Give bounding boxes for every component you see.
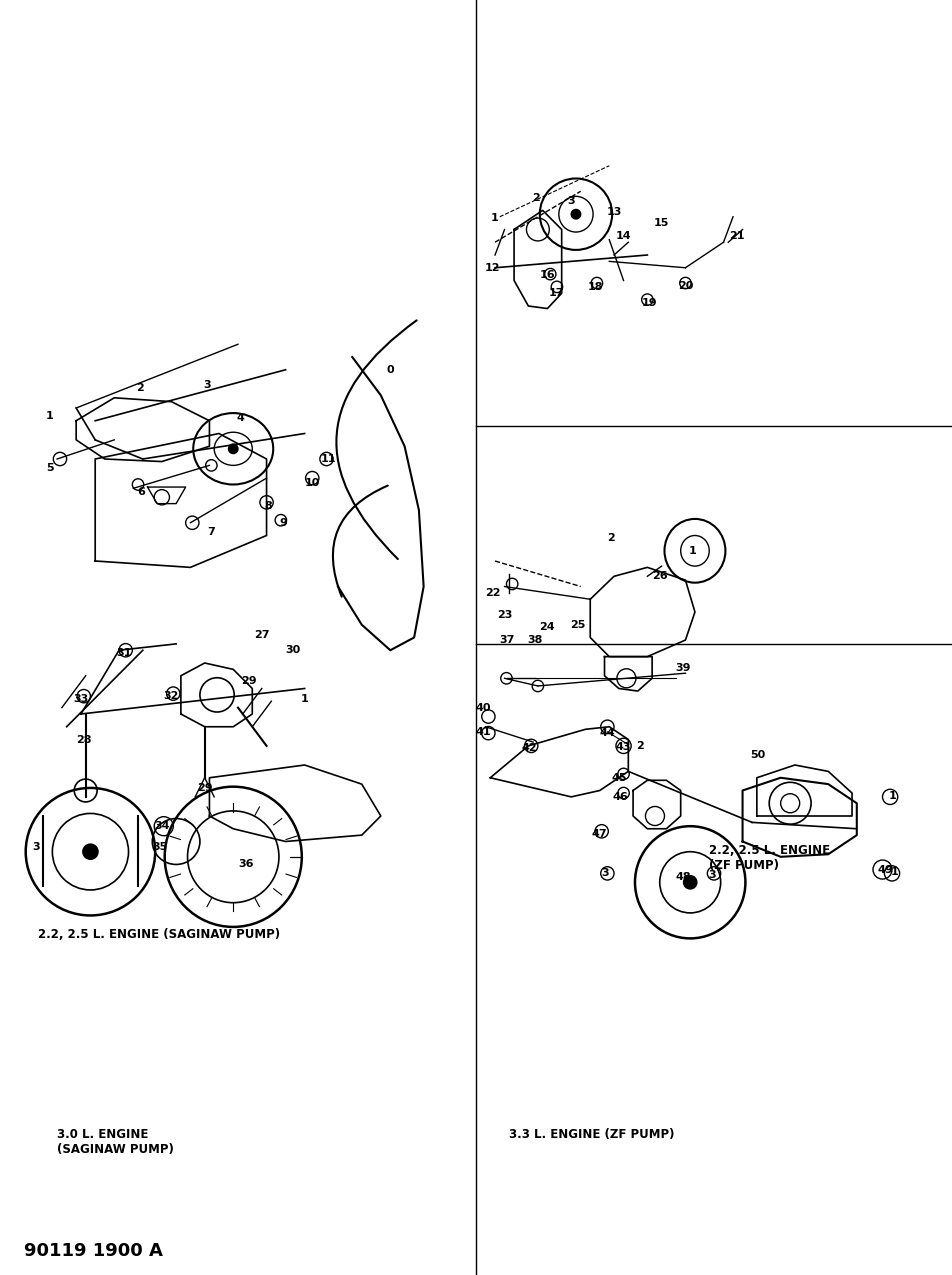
Text: 16: 16 bbox=[540, 270, 555, 280]
Text: 22: 22 bbox=[486, 588, 501, 598]
Text: 32: 32 bbox=[164, 691, 179, 701]
Text: 28: 28 bbox=[76, 734, 91, 745]
Text: 43: 43 bbox=[616, 742, 631, 752]
Text: 33: 33 bbox=[73, 694, 89, 704]
Circle shape bbox=[228, 444, 238, 454]
Text: 20: 20 bbox=[678, 280, 693, 291]
Circle shape bbox=[684, 876, 697, 889]
Text: 5: 5 bbox=[46, 463, 53, 473]
Text: 13: 13 bbox=[606, 207, 622, 217]
Text: 31: 31 bbox=[116, 648, 131, 658]
Text: 23: 23 bbox=[497, 609, 512, 620]
Text: 1: 1 bbox=[491, 213, 499, 223]
Text: 9: 9 bbox=[280, 518, 288, 528]
Text: 8: 8 bbox=[265, 501, 272, 511]
Text: 1: 1 bbox=[891, 867, 899, 877]
Text: 45: 45 bbox=[611, 773, 626, 783]
Text: 12: 12 bbox=[485, 263, 500, 273]
Text: 36: 36 bbox=[238, 859, 253, 870]
Text: 26: 26 bbox=[652, 571, 667, 581]
Text: 3: 3 bbox=[32, 842, 40, 852]
Text: 4: 4 bbox=[237, 413, 245, 423]
Text: 29: 29 bbox=[197, 783, 212, 793]
Text: 19: 19 bbox=[642, 298, 657, 309]
Text: 46: 46 bbox=[613, 792, 628, 802]
Text: 37: 37 bbox=[500, 635, 515, 645]
Text: 24: 24 bbox=[539, 622, 554, 632]
Text: 7: 7 bbox=[208, 527, 215, 537]
Text: 2: 2 bbox=[136, 382, 144, 393]
Text: 1: 1 bbox=[46, 411, 53, 421]
Text: 1: 1 bbox=[301, 694, 308, 704]
Text: 1: 1 bbox=[689, 546, 697, 556]
Text: 27: 27 bbox=[254, 630, 269, 640]
Text: 41: 41 bbox=[476, 727, 491, 737]
Text: 29: 29 bbox=[242, 676, 257, 686]
Text: 3: 3 bbox=[567, 196, 575, 207]
Text: 34: 34 bbox=[154, 821, 169, 831]
Text: 40: 40 bbox=[476, 703, 491, 713]
Text: 11: 11 bbox=[321, 454, 336, 464]
Text: 17: 17 bbox=[549, 288, 565, 298]
Text: 3: 3 bbox=[602, 868, 609, 878]
Text: 2: 2 bbox=[607, 533, 615, 543]
Text: 0: 0 bbox=[387, 365, 394, 375]
Text: 15: 15 bbox=[654, 218, 669, 228]
Text: 90119 1900 A: 90119 1900 A bbox=[24, 1242, 163, 1260]
Text: 3: 3 bbox=[204, 380, 211, 390]
Text: 18: 18 bbox=[587, 282, 603, 292]
Text: 2.2, 2.5 L. ENGINE
(ZF PUMP): 2.2, 2.5 L. ENGINE (ZF PUMP) bbox=[709, 844, 830, 872]
Text: 3.3 L. ENGINE (ZF PUMP): 3.3 L. ENGINE (ZF PUMP) bbox=[509, 1128, 675, 1141]
Text: 14: 14 bbox=[616, 231, 631, 241]
Circle shape bbox=[83, 844, 98, 859]
Text: 50: 50 bbox=[750, 750, 765, 760]
Circle shape bbox=[571, 209, 581, 219]
Text: 25: 25 bbox=[570, 620, 585, 630]
Text: 42: 42 bbox=[522, 743, 537, 754]
Text: 2: 2 bbox=[636, 741, 644, 751]
Text: 44: 44 bbox=[600, 728, 615, 738]
Text: 47: 47 bbox=[592, 829, 607, 839]
Text: 1: 1 bbox=[889, 790, 897, 801]
Text: 30: 30 bbox=[286, 645, 301, 655]
Text: 3: 3 bbox=[708, 870, 716, 880]
Text: 48: 48 bbox=[676, 872, 691, 882]
Text: 38: 38 bbox=[527, 635, 543, 645]
Text: 2.2, 2.5 L. ENGINE (SAGINAW PUMP): 2.2, 2.5 L. ENGINE (SAGINAW PUMP) bbox=[38, 928, 280, 941]
Text: 35: 35 bbox=[152, 842, 168, 852]
Text: 39: 39 bbox=[676, 663, 691, 673]
Text: 10: 10 bbox=[305, 478, 320, 488]
Text: 49: 49 bbox=[878, 864, 893, 875]
Text: 21: 21 bbox=[729, 231, 744, 241]
Text: 3.0 L. ENGINE
(SAGINAW PUMP): 3.0 L. ENGINE (SAGINAW PUMP) bbox=[57, 1128, 174, 1156]
Text: 6: 6 bbox=[137, 487, 145, 497]
Text: 2: 2 bbox=[532, 193, 540, 203]
